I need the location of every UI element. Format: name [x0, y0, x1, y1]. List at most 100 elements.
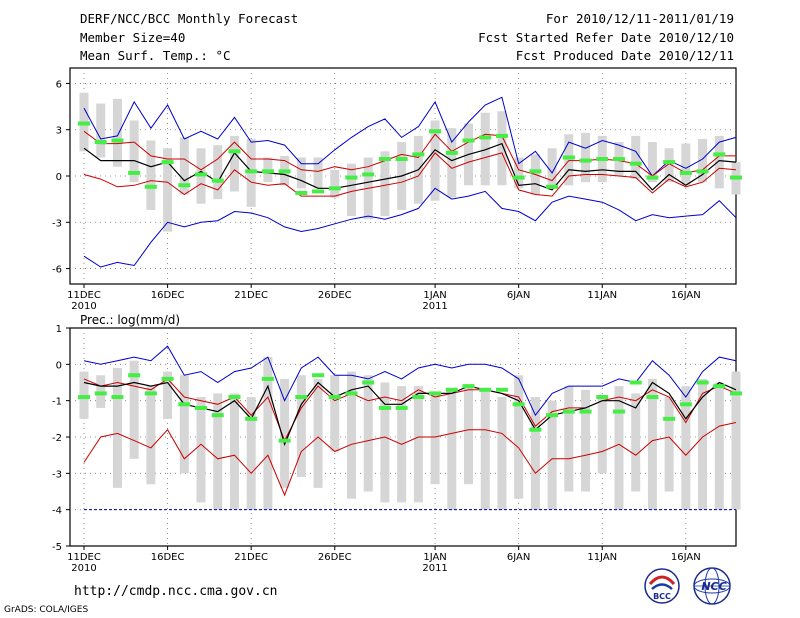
- range-box: [179, 375, 189, 474]
- series-mean-line: [83, 381, 737, 447]
- series-lower-line: [83, 152, 737, 197]
- y-tick-label: -5: [52, 542, 62, 553]
- y-tick-label: 3: [56, 126, 62, 137]
- grads-credit: GrADS: COLA/IGES: [4, 605, 89, 615]
- observed-marker: [395, 157, 408, 162]
- range-box: [213, 145, 223, 200]
- x-tick-label: 21DEC: [234, 552, 268, 563]
- observed-marker: [378, 405, 391, 410]
- observed-marker: [495, 133, 508, 138]
- y-tick-label: -1: [52, 397, 62, 408]
- range-box: [163, 148, 173, 232]
- x-tick-label: 16DEC: [151, 290, 185, 301]
- range-box: [698, 138, 708, 183]
- chart-panel-1: -6 -3 0 3 6 11DEC 16DEC 21DEC 26DEC 1JAN 6JAN 11JAN…: [52, 67, 742, 312]
- observed-marker: [596, 157, 609, 162]
- range-box: [129, 120, 139, 183]
- observed-marker: [713, 384, 726, 389]
- source-url[interactable]: http://cmdp.ncc.cma.gov.cn: [74, 584, 278, 599]
- range-box: [146, 140, 156, 210]
- x-tick-label: 26DEC: [318, 290, 352, 301]
- observed-marker: [512, 175, 525, 180]
- observed-marker: [312, 189, 325, 194]
- observed-marker: [345, 175, 358, 180]
- range-box: [647, 142, 657, 183]
- observed-marker: [529, 427, 542, 432]
- range-box: [480, 389, 490, 510]
- observed-marker: [612, 157, 625, 162]
- range-box: [530, 397, 540, 510]
- observed-marker: [679, 170, 692, 175]
- forecast-produced-date: Fcst Produced Date 2010/12/11: [515, 48, 734, 63]
- x-year-label: 2011: [422, 563, 447, 574]
- range-box: [464, 386, 474, 485]
- range-box: [564, 134, 574, 186]
- observed-marker: [211, 178, 224, 183]
- member-size: Member Size=40: [80, 30, 186, 45]
- x-tick-label: 11JAN: [587, 290, 617, 301]
- observed-marker: [562, 409, 575, 414]
- x-tick-label: 16DEC: [151, 552, 185, 563]
- observed-marker: [479, 135, 492, 140]
- x-tick-label: 11JAN: [587, 552, 617, 563]
- range-box: [313, 157, 323, 189]
- observed-marker: [663, 416, 676, 421]
- observed-marker: [295, 190, 308, 195]
- observed-marker: [412, 152, 425, 157]
- series-upper-line: [83, 378, 737, 442]
- observed-marker: [295, 395, 308, 400]
- range-box: [597, 397, 607, 474]
- observed-marker: [596, 395, 609, 400]
- range-box: [112, 367, 122, 488]
- observed-marker: [696, 380, 709, 385]
- observed-marker: [629, 161, 642, 166]
- observed-marker: [512, 402, 525, 407]
- observed-marker: [395, 405, 408, 410]
- range-box: [714, 135, 724, 189]
- observed-marker: [228, 395, 241, 400]
- observed-marker: [412, 395, 425, 400]
- observed-marker: [245, 169, 258, 174]
- range-box: [346, 371, 356, 499]
- observed-marker: [161, 160, 174, 165]
- observed-marker: [178, 183, 191, 188]
- observed-marker: [144, 184, 157, 189]
- range-box: [631, 135, 641, 180]
- x-tick-label: 11DEC: [67, 290, 101, 301]
- observed-marker: [328, 395, 341, 400]
- observed-marker: [312, 373, 325, 378]
- observed-marker: [495, 387, 508, 392]
- range-box: [698, 378, 708, 510]
- series-max-line: [83, 345, 737, 417]
- panel-title: Prec.: log(mm/d): [80, 313, 180, 327]
- observed-marker: [278, 169, 291, 174]
- range-box: [179, 137, 189, 195]
- observed-marker: [579, 158, 592, 163]
- range-box: [430, 393, 440, 485]
- observed-marker: [445, 387, 458, 392]
- observed-marker: [245, 416, 258, 421]
- range-box: [564, 386, 574, 492]
- forecast-start-date: Fcst Started Refer Date 2010/12/10: [478, 30, 734, 45]
- observed-marker: [713, 152, 726, 157]
- observed-marker: [546, 413, 559, 418]
- x-year-label: 2010: [71, 301, 96, 312]
- y-tick-label: -2: [52, 433, 62, 444]
- range-box: [664, 148, 674, 183]
- range-box: [731, 371, 741, 510]
- observed-marker: [378, 157, 391, 162]
- y-tick-label: -3: [52, 218, 62, 229]
- range-box: [581, 389, 591, 492]
- series-upper-line: [83, 130, 736, 182]
- observed-marker: [94, 140, 107, 145]
- range-box: [363, 375, 373, 492]
- x-year-label: 2011: [422, 301, 447, 312]
- x-year-label: 2010: [71, 563, 96, 574]
- x-tick-label: 1JAN: [423, 552, 446, 563]
- range-box: [664, 397, 674, 492]
- observed-marker: [211, 413, 224, 418]
- x-tick-label: 11DEC: [67, 552, 101, 563]
- range-box: [280, 378, 290, 488]
